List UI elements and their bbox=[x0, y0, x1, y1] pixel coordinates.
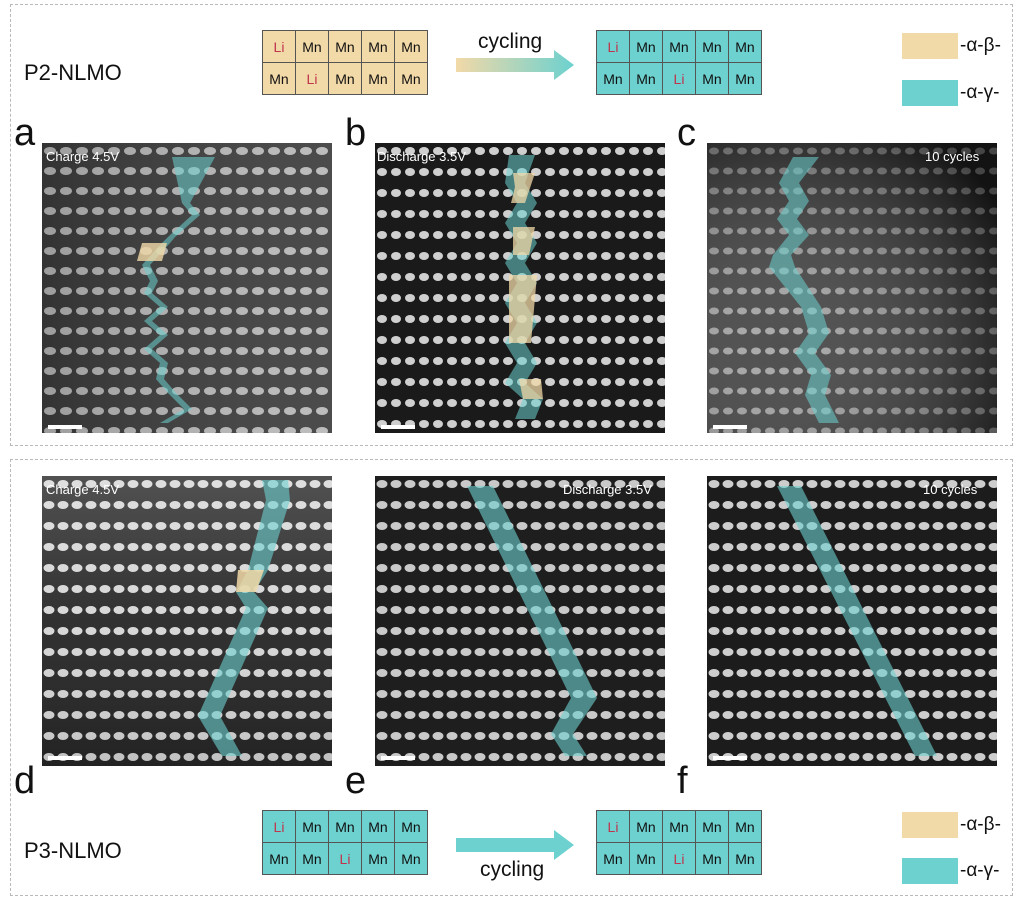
grid-cell: Mn bbox=[629, 810, 663, 843]
stem-image-a: Charge 4.5V bbox=[42, 143, 332, 433]
stem-image-d: Charge 4.5V bbox=[42, 476, 332, 766]
scale-bar-e bbox=[381, 756, 415, 760]
grid-cell: Mn bbox=[328, 62, 362, 95]
bottom-arrow-label: cycling bbox=[480, 858, 545, 881]
scale-bar-d bbox=[48, 756, 82, 760]
stem-image-e: Discharge 3.5V bbox=[375, 476, 665, 766]
atomic-lattice-c bbox=[707, 143, 997, 433]
panel-letter-c: c bbox=[677, 112, 696, 154]
bottom-cycling-arrow bbox=[456, 830, 574, 860]
grid-cell: Mn bbox=[361, 810, 395, 843]
stem-image-c: 10 cycles bbox=[707, 143, 997, 433]
grid-cell: Mn bbox=[596, 842, 630, 875]
legend-gamma-swatch-bottom bbox=[902, 858, 958, 884]
grid-cell: Mn bbox=[695, 30, 729, 63]
grid-cell: Mn bbox=[262, 62, 296, 95]
grid-cell: Mn bbox=[361, 30, 395, 63]
grid-cell: Mn bbox=[662, 810, 696, 843]
grid-cell: Mn bbox=[394, 810, 428, 843]
grid-cell: Mn bbox=[361, 62, 395, 95]
grid-cell: Mn bbox=[295, 30, 329, 63]
top-grid-after: Li Mn Mn Mn Mn Mn Mn Li Mn Mn bbox=[596, 30, 762, 95]
grid-cell: Li bbox=[262, 30, 296, 63]
stem-image-b: Discharge 3.5V bbox=[375, 143, 665, 433]
panel-letter-d: d bbox=[14, 760, 36, 802]
atomic-lattice-f bbox=[707, 476, 997, 766]
panel-letter-a: a bbox=[14, 112, 36, 154]
legend-beta-label: -α-β- bbox=[960, 35, 1001, 56]
grid-cell: Mn bbox=[728, 810, 762, 843]
top-grid-before: Li Mn Mn Mn Mn Mn Li Mn Mn Mn bbox=[262, 30, 428, 95]
grid-cell: Mn bbox=[662, 30, 696, 63]
legend-beta-label-bottom: -α-β- bbox=[960, 814, 1001, 835]
grid-cell: Mn bbox=[695, 842, 729, 875]
legend-gamma-label: -α-γ- bbox=[960, 82, 1000, 103]
legend-beta-swatch-bottom bbox=[902, 812, 958, 838]
grid-cell: Mn bbox=[295, 842, 329, 875]
grid-cell: Mn bbox=[328, 30, 362, 63]
scale-bar-c bbox=[713, 425, 747, 429]
atomic-lattice-a bbox=[42, 143, 332, 433]
atomic-lattice-b bbox=[375, 143, 665, 433]
grid-cell: Mn bbox=[629, 30, 663, 63]
grid-cell: Mn bbox=[262, 842, 296, 875]
grid-cell: Mn bbox=[695, 810, 729, 843]
grid-cell: Mn bbox=[295, 810, 329, 843]
caption-f: 10 cycles bbox=[923, 482, 978, 497]
atomic-lattice-d bbox=[42, 476, 332, 766]
grid-cell: Li bbox=[662, 62, 696, 95]
grid-cell: Mn bbox=[596, 62, 630, 95]
scale-bar-f bbox=[713, 756, 747, 760]
legend-gamma-label-bottom: -α-γ- bbox=[960, 860, 1000, 881]
bottom-grid-after: Li Mn Mn Mn Mn Mn Mn Li Mn Mn bbox=[596, 810, 762, 875]
legend-beta-swatch bbox=[902, 33, 958, 59]
top-arrow-label: cycling bbox=[478, 30, 543, 53]
grid-cell: Li bbox=[662, 842, 696, 875]
grid-cell: Li bbox=[596, 810, 630, 843]
caption-d: Charge 4.5V bbox=[46, 482, 119, 497]
grid-cell: Mn bbox=[728, 842, 762, 875]
grid-cell: Li bbox=[596, 30, 630, 63]
grid-cell: Li bbox=[262, 810, 296, 843]
bottom-section-frame bbox=[10, 459, 1013, 896]
top-section-frame bbox=[10, 4, 1013, 446]
caption-b: Discharge 3.5V bbox=[377, 149, 466, 164]
grid-cell: Mn bbox=[695, 62, 729, 95]
grid-cell: Mn bbox=[361, 842, 395, 875]
grid-cell: Mn bbox=[629, 842, 663, 875]
panel-letter-e: e bbox=[345, 760, 367, 802]
grid-cell: Li bbox=[295, 62, 329, 95]
legend-gamma-swatch bbox=[902, 80, 958, 106]
grid-cell: Mn bbox=[394, 842, 428, 875]
grid-cell: Mn bbox=[728, 30, 762, 63]
grid-cell: Mn bbox=[394, 62, 428, 95]
bottom-grid-before: Li Mn Mn Mn Mn Mn Mn Li Mn Mn bbox=[262, 810, 428, 875]
atomic-lattice-e bbox=[375, 476, 665, 766]
grid-cell: Mn bbox=[394, 30, 428, 63]
grid-cell: Mn bbox=[328, 810, 362, 843]
caption-c: 10 cycles bbox=[925, 149, 980, 164]
p3-title: P3-NLMO bbox=[24, 838, 122, 863]
panel-letter-b: b bbox=[345, 112, 367, 154]
top-cycling-arrow bbox=[456, 50, 574, 80]
grid-cell: Mn bbox=[629, 62, 663, 95]
p2-title: P2-NLMO bbox=[24, 60, 122, 85]
panel-letter-f: f bbox=[677, 760, 688, 802]
caption-a: Charge 4.5V bbox=[46, 149, 119, 164]
scale-bar-b bbox=[381, 425, 415, 429]
stem-image-f: 10 cycles bbox=[707, 476, 997, 766]
scale-bar-a bbox=[48, 425, 82, 429]
caption-e: Discharge 3.5V bbox=[563, 482, 652, 497]
grid-cell: Li bbox=[328, 842, 362, 875]
grid-cell: Mn bbox=[728, 62, 762, 95]
